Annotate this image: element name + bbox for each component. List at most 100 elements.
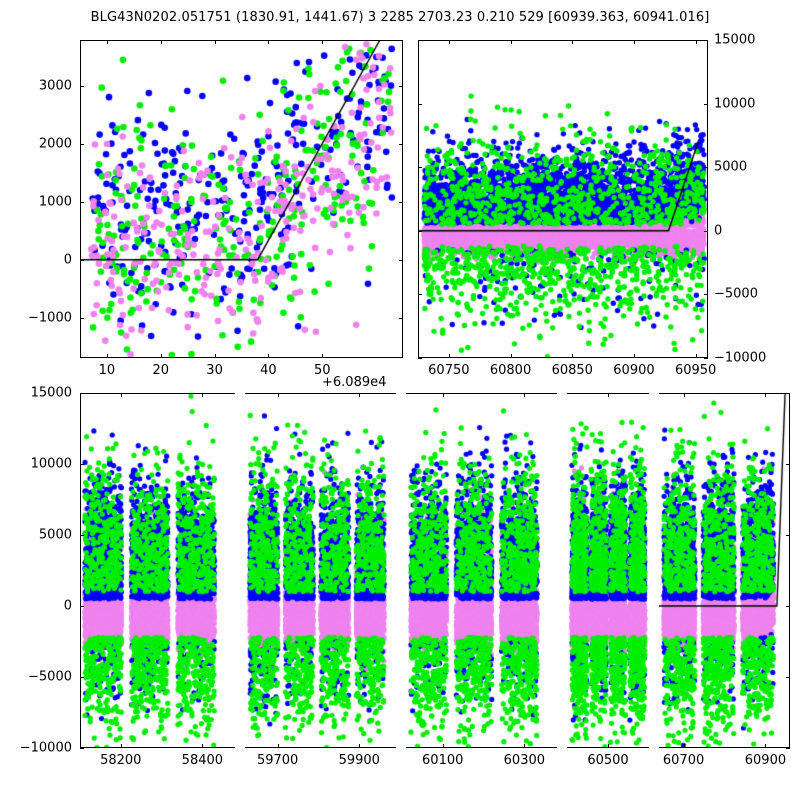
x-tick [268,354,270,358]
x-tick [322,354,324,358]
scatter-canvas-bottom-segment [245,393,396,748]
y-tick [80,201,84,203]
x-tick [572,354,574,358]
y-tick [80,677,84,678]
panel-bottom-segment[interactable] [406,393,557,748]
y-tick [418,103,422,105]
x-tick [214,40,216,44]
x-offset-label-top-left: +6.089e4 [322,375,387,390]
y-tick [704,167,708,169]
y-tick [399,317,403,319]
y-tick-label: 0 [714,223,723,239]
y-tick [704,294,708,296]
x-tick [160,40,162,44]
y-tick-label: −5000 [714,286,758,302]
panel-bottom-segment[interactable] [659,393,790,748]
x-tick-label: 60500 [587,753,629,768]
x-tick [765,744,767,748]
y-tick-label: 10000 [30,456,72,472]
x-tick [214,354,216,358]
y-tick-label: −10000 [19,740,72,756]
panel-bottom-segment[interactable] [567,393,649,748]
x-tick-label: 60700 [662,753,705,768]
y-tick [418,230,422,232]
x-tick-label: 58400 [181,753,224,768]
panel-bottom-segment[interactable] [245,393,396,748]
x-tick [765,393,767,397]
x-tick-label: 60900 [744,753,787,768]
page-title: BLG43N0202.051751 (1830.91, 1441.67) 3 2… [90,10,710,25]
x-tick-label: 60850 [551,363,593,378]
y-tick [786,748,790,749]
x-tick-label: 59900 [338,753,380,768]
y-tick-label: −5000 [28,669,72,685]
y-tick-label: 3000 [38,78,72,94]
x-tick [202,393,204,397]
x-tick [442,393,444,397]
y-tick [399,144,403,146]
y-tick-label: 15000 [30,385,72,401]
y-tick-label: 10000 [714,96,756,112]
y-tick [786,606,790,607]
y-tick [786,535,790,536]
x-tick [277,744,279,748]
x-tick-label: 60950 [674,363,717,378]
y-tick [786,393,790,394]
y-tick [704,230,708,232]
y-tick [704,358,708,359]
x-tick [695,354,697,358]
x-tick [608,393,609,397]
x-tick [524,393,526,397]
y-tick-label: 0 [63,252,72,268]
y-tick-label: 0 [63,598,72,614]
y-tick [704,103,708,105]
x-tick [633,40,635,44]
y-tick-label: −10000 [714,350,767,366]
x-tick [106,354,108,358]
y-tick [80,86,84,88]
scatter-canvas-top-left [80,40,403,358]
x-tick-label: 60900 [613,363,655,378]
panel-top-right[interactable] [418,40,708,358]
x-tick [608,744,609,748]
y-tick [80,259,84,261]
y-tick [80,144,84,146]
x-tick [160,354,162,358]
panel-top-left[interactable] [80,40,403,358]
y-tick [399,201,403,203]
scatter-canvas-top-right [418,40,708,358]
y-tick [418,358,422,359]
x-tick-label: 10 [98,363,116,378]
x-tick [572,40,574,44]
x-tick-label: 50 [313,363,331,378]
x-tick [359,393,361,397]
y-tick [80,464,84,465]
y-tick [786,464,790,465]
x-tick [202,744,204,748]
x-tick [683,393,685,397]
x-tick [510,354,512,358]
panel-bottom-segment[interactable] [80,393,235,748]
scatter-canvas-bottom-segment [659,393,790,748]
x-tick [524,744,526,748]
y-tick-label: 5000 [714,159,748,175]
x-tick [359,744,361,748]
y-tick [418,167,422,169]
y-tick-label: 15000 [714,32,756,48]
y-tick-label: −1000 [28,310,72,326]
y-tick [399,86,403,88]
y-tick [399,259,403,261]
x-tick [510,40,512,44]
x-tick [695,40,697,44]
x-tick [120,393,122,397]
y-tick [704,40,708,41]
y-tick [80,535,84,536]
x-tick-label: 30 [206,363,223,378]
y-tick [786,677,790,678]
y-tick [80,748,84,749]
y-tick [80,393,84,394]
x-tick-label: 60100 [422,753,464,768]
y-tick [418,294,422,296]
x-tick-label: 60800 [489,363,532,378]
scatter-canvas-bottom-segment [406,393,557,748]
